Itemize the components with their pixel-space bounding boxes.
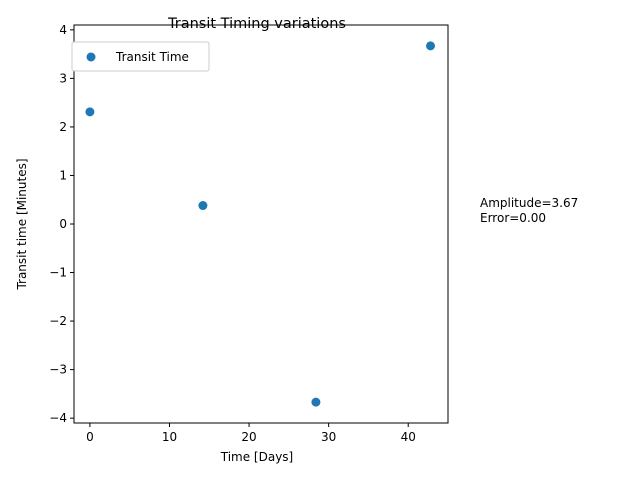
x-tick-label: 10 [162,430,177,444]
legend-label: Transit Time [115,50,189,64]
annotation-amplitude: Amplitude=3.67 [480,196,578,210]
legend-marker [86,52,96,62]
data-point [311,397,321,407]
x-axis-title: Time [Days] [220,450,294,464]
y-tick-label: 4 [59,23,67,37]
x-tick-label: 30 [321,430,336,444]
y-tick-label: −3 [49,363,67,377]
x-tick-label: 40 [401,430,416,444]
x-tick-label: 20 [241,430,256,444]
y-tick-label: −2 [49,314,67,328]
data-point [198,201,208,211]
y-axis-title: Transit time [Minutes] [15,158,29,290]
annotation: Amplitude=3.67 Error=0.00 [480,196,578,225]
y-axis-ticks: −4 −3 −2 −1 0 1 2 3 4 [49,23,74,425]
x-tick-label: 0 [86,430,94,444]
x-axis-ticks: 0 10 20 30 40 [86,423,416,444]
y-tick-label: −4 [49,411,67,425]
chart-title: Transit Timing variations [167,16,346,32]
y-tick-label: −1 [49,266,67,280]
y-tick-label: 3 [59,71,67,85]
data-point [85,107,95,117]
legend-box [71,41,210,72]
legend: Transit Time [71,41,210,72]
y-tick-label: 1 [59,168,67,182]
plot-area [74,25,448,423]
y-tick-label: 2 [59,120,67,134]
y-tick-label: 0 [59,217,67,231]
annotation-error: Error=0.00 [480,211,546,225]
plot-frame [73,24,449,424]
scatter-points [85,41,435,407]
data-point [425,41,435,51]
